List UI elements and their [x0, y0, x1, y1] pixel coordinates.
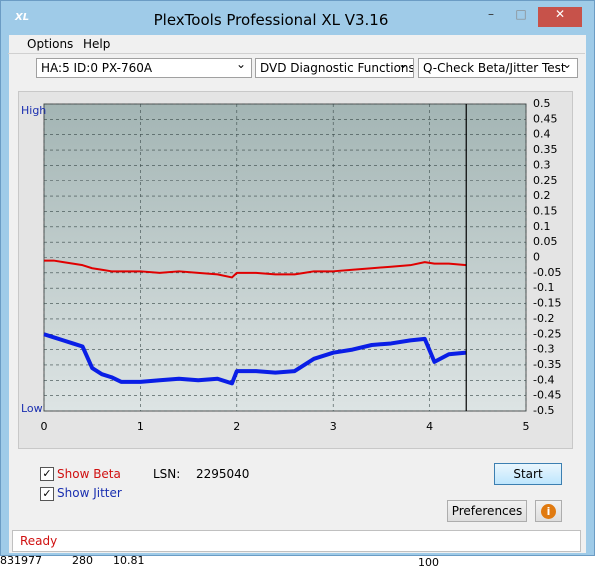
menu-item[interactable]: Help	[83, 37, 111, 51]
menu-separator	[8, 53, 585, 54]
y-tick-label: 0.35	[533, 143, 558, 156]
show-jitter-label[interactable]: Show Jitter	[57, 486, 122, 500]
window-title: PlexTools Professional XL V3.16	[153, 11, 389, 29]
y-tick-label: 0.15	[533, 204, 558, 217]
drive-select[interactable]: HA:5 ID:0 PX-760A	[36, 58, 252, 78]
y-tick-label: -0.45	[533, 389, 561, 402]
close-button[interactable]: ✕	[538, 7, 582, 27]
x-tick-label: 0	[41, 420, 48, 433]
background-text: 831977	[0, 554, 42, 567]
series-line	[43, 332, 467, 386]
x-tick-label: 2	[233, 420, 240, 433]
y-tick-label: -0.2	[533, 312, 554, 325]
y-tick-label: 0.45	[533, 112, 558, 125]
y-tick-label: -0.05	[533, 266, 561, 279]
y-tick-label: 0.4	[533, 128, 551, 141]
lsn-value: 2295040	[196, 467, 250, 481]
y-tick-label: 0.1	[533, 220, 551, 233]
low-label: Low	[21, 402, 43, 415]
y-tick-label: -0.15	[533, 297, 561, 310]
maximize-button[interactable]: □	[515, 7, 527, 21]
y-tick-label: 0	[533, 251, 540, 264]
y-tick-label: 0.05	[533, 235, 558, 248]
y-tick-label: -0.1	[533, 281, 554, 294]
y-tick-label: 0.25	[533, 174, 558, 187]
y-tick-label: -0.25	[533, 327, 561, 340]
show-beta-checkbox[interactable]: ✓	[40, 467, 54, 481]
y-tick-label: -0.5	[533, 404, 554, 417]
menu-item[interactable]: Options	[27, 37, 74, 51]
preferences-button[interactable]: Preferences	[447, 500, 527, 522]
x-tick-label: 5	[523, 420, 530, 433]
y-tick-label: 0.5	[533, 97, 551, 110]
background-text: 100	[418, 556, 439, 569]
status-bar	[12, 530, 581, 552]
x-tick-label: 4	[426, 420, 433, 433]
series-line	[44, 259, 467, 279]
function-select[interactable]: DVD Diagnostic Functions	[255, 58, 414, 78]
show-beta-label[interactable]: Show Beta	[57, 467, 121, 481]
y-tick-label: -0.3	[533, 343, 554, 356]
y-tick-label: -0.35	[533, 358, 561, 371]
lsn-label: LSN:	[153, 467, 181, 481]
test-select[interactable]: Q-Check Beta/Jitter Test	[418, 58, 578, 78]
show-jitter-checkbox[interactable]: ✓	[40, 487, 54, 501]
start-button[interactable]: Start	[494, 463, 562, 485]
info-button[interactable]: i	[535, 500, 562, 522]
app-icon: XL	[15, 12, 30, 23]
minimize-button[interactable]: –	[488, 7, 494, 21]
background-text: 10.81	[113, 554, 145, 567]
y-tick-label: 0.2	[533, 189, 551, 202]
x-tick-label: 1	[137, 420, 144, 433]
status-text: Ready	[20, 534, 58, 548]
high-label: High	[21, 104, 46, 117]
y-tick-label: -0.4	[533, 373, 554, 386]
x-tick-label: 3	[330, 420, 337, 433]
y-tick-label: 0.3	[533, 158, 551, 171]
background-text: 280	[72, 554, 93, 567]
